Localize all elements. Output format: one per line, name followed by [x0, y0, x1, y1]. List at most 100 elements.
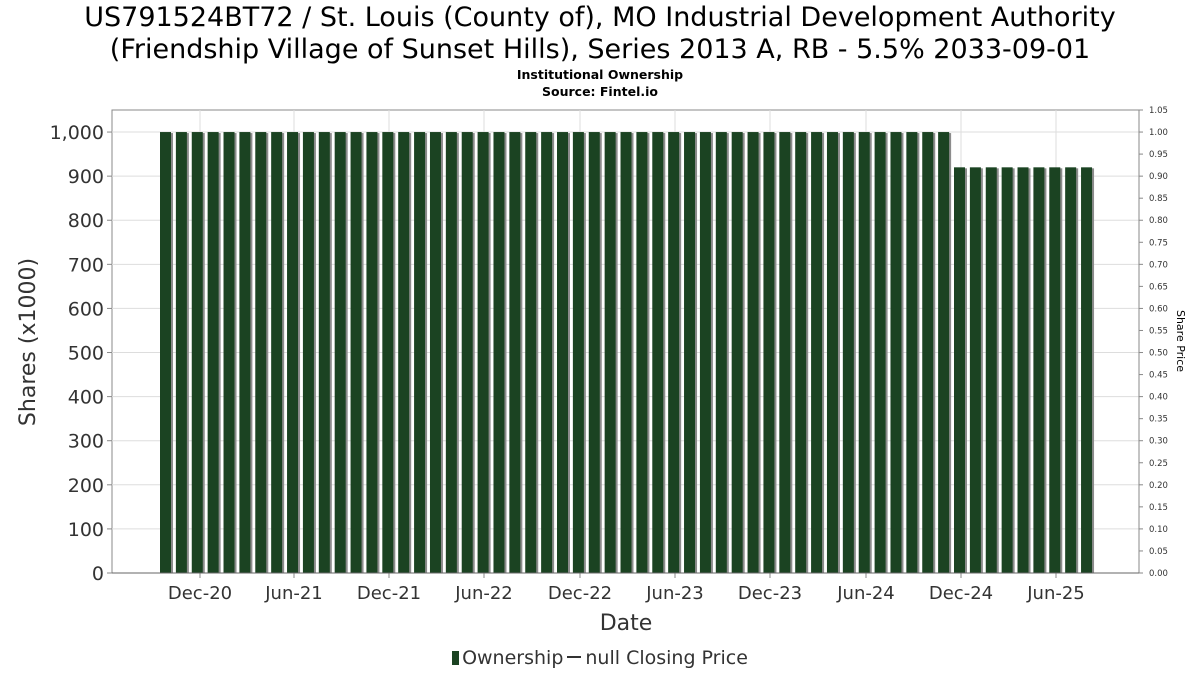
y2-tick-label: 0.95 — [1149, 150, 1168, 160]
y2-tick-label: 0.85 — [1149, 194, 1168, 204]
x-tick-label: Jun-25 — [1026, 583, 1085, 604]
bar — [779, 132, 791, 574]
bar — [557, 132, 568, 574]
y-tick-label: 300 — [68, 431, 104, 453]
bar — [922, 132, 934, 574]
bar — [969, 167, 981, 574]
bar — [223, 132, 235, 574]
bar — [1033, 167, 1045, 574]
y-tick-label: 900 — [68, 166, 104, 188]
y2-tick-label: 0.25 — [1149, 459, 1168, 469]
y-tick-label: 500 — [68, 343, 104, 365]
y2-tick-label: 0.45 — [1149, 371, 1168, 381]
bar — [334, 132, 346, 574]
bar — [160, 132, 171, 574]
y2-axis-title: Share Price — [1174, 310, 1187, 372]
bar — [699, 132, 711, 574]
y-tick-label: 0 — [92, 563, 104, 585]
bar — [414, 132, 426, 574]
y2-tick-label: 0.75 — [1149, 238, 1168, 248]
y2-tick-label: 0.10 — [1149, 525, 1168, 535]
legend-ownership-swatch — [452, 651, 460, 665]
bar — [874, 132, 886, 574]
bar — [429, 132, 441, 574]
bar — [366, 132, 378, 574]
y-tick-label: 200 — [68, 475, 104, 497]
bar — [826, 132, 838, 574]
bar — [684, 132, 696, 574]
y2-tick-label: 0.65 — [1149, 282, 1168, 292]
bar — [890, 132, 902, 574]
y2-tick-label: 0.40 — [1149, 393, 1168, 403]
bar — [398, 132, 410, 574]
legend-price-label: null Closing Price — [585, 647, 748, 669]
bar — [985, 167, 997, 574]
x-tick-label: Jun-23 — [645, 583, 704, 604]
bar — [588, 132, 600, 574]
bar — [461, 132, 473, 574]
y2-tick-label: 0.05 — [1149, 547, 1168, 557]
x-tick-label: Dec-24 — [929, 583, 993, 604]
bar — [255, 132, 267, 574]
y2-tick-label: 1.05 — [1149, 106, 1168, 116]
bar — [541, 132, 553, 574]
bar — [175, 132, 187, 574]
bar — [207, 132, 219, 574]
legend-ownership-label: Ownership — [462, 647, 564, 669]
bar — [493, 132, 505, 574]
bar — [620, 132, 632, 574]
bar — [652, 132, 664, 574]
bar — [525, 132, 537, 574]
y2-tick-label: 0.60 — [1149, 304, 1168, 314]
y2-tick-label: 0.30 — [1149, 437, 1168, 447]
bar — [191, 132, 203, 574]
bar — [382, 132, 394, 574]
bar — [239, 132, 251, 574]
chart-subtitle: Institutional Ownership — [516, 67, 684, 82]
bar — [572, 132, 584, 574]
x-tick-label: Dec-21 — [357, 583, 421, 604]
bar — [954, 167, 965, 574]
bar — [271, 132, 283, 574]
y2-tick-label: 0.35 — [1149, 415, 1168, 425]
chart-title-line-2: (Friendship Village of Sunset Hills), Se… — [109, 34, 1091, 65]
chart-source: Source: Fintel.io — [542, 84, 658, 99]
bar — [1017, 167, 1029, 574]
y2-tick-label: 0.70 — [1149, 260, 1168, 270]
x-tick-label: Jun-22 — [454, 583, 513, 604]
y2-tick-label: 0.90 — [1149, 172, 1168, 182]
bar — [1081, 167, 1093, 574]
bar — [1049, 167, 1061, 574]
bar — [477, 132, 489, 574]
bar — [938, 132, 950, 574]
x-axis-title: Date — [600, 611, 653, 636]
bar — [795, 132, 807, 574]
bar — [668, 132, 680, 574]
bar — [763, 132, 775, 574]
x-tick-label: Jun-21 — [264, 583, 323, 604]
y-tick-label: 600 — [68, 298, 104, 320]
y-tick-label: 400 — [68, 387, 104, 409]
bar — [604, 132, 616, 574]
bar — [350, 132, 362, 574]
y2-tick-label: 0.50 — [1149, 349, 1168, 359]
bar — [318, 132, 330, 574]
y2-tick-label: 1.00 — [1149, 128, 1168, 138]
bar — [906, 132, 918, 574]
x-tick-label: Dec-23 — [738, 583, 802, 604]
y-tick-label: 800 — [68, 210, 104, 232]
bar — [1001, 167, 1013, 574]
bar — [747, 132, 759, 574]
y2-tick-label: 0.80 — [1149, 216, 1168, 226]
bar — [287, 132, 299, 574]
bar — [445, 132, 457, 574]
bar — [509, 132, 521, 574]
x-tick-label: Dec-22 — [548, 583, 612, 604]
chart-title-line-1: US791524BT72 / St. Louis (County of), MO… — [84, 2, 1116, 33]
bar — [842, 132, 854, 574]
y-tick-label: 1,000 — [50, 122, 104, 144]
y2-tick-label: 0.15 — [1149, 503, 1168, 513]
bar — [731, 132, 743, 574]
y2-tick-label: 0.55 — [1149, 326, 1168, 336]
